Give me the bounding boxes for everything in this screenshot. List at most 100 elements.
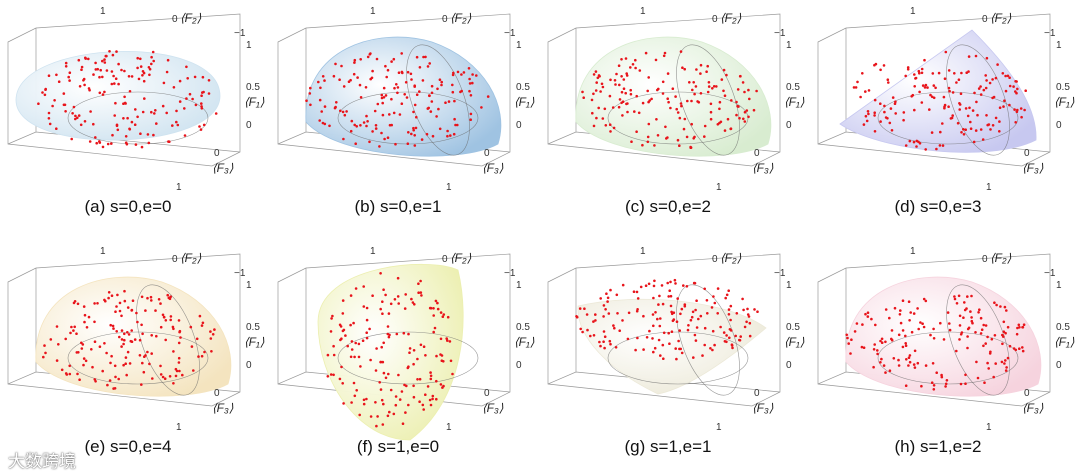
sample-point bbox=[112, 74, 115, 78]
sample-point bbox=[966, 114, 970, 118]
sample-point bbox=[375, 57, 379, 61]
sample-point bbox=[606, 300, 609, 303]
sample-point bbox=[1002, 335, 1005, 338]
sample-point bbox=[898, 313, 902, 316]
sample-point bbox=[62, 92, 66, 95]
sample-point bbox=[977, 311, 980, 314]
sample-point bbox=[958, 314, 962, 318]
sample-point bbox=[594, 89, 598, 92]
sample-point bbox=[486, 95, 490, 98]
tick-label: 1 bbox=[370, 246, 376, 257]
sample-point bbox=[400, 52, 404, 55]
sample-point bbox=[88, 140, 92, 143]
sample-point bbox=[899, 321, 903, 325]
sample-point bbox=[449, 359, 453, 363]
sample-point bbox=[80, 68, 83, 71]
sample-point bbox=[115, 123, 119, 127]
sample-point bbox=[974, 129, 978, 132]
sample-point bbox=[988, 81, 992, 85]
sample-point bbox=[674, 95, 677, 98]
sample-point bbox=[964, 107, 968, 110]
sample-point bbox=[606, 296, 610, 300]
axis-label-f1: ⟨F₁⟩ bbox=[1054, 335, 1075, 349]
sample-points bbox=[42, 289, 216, 390]
sample-point bbox=[112, 327, 115, 330]
sample-point bbox=[897, 333, 901, 337]
sample-point bbox=[424, 354, 427, 357]
sample-point bbox=[468, 77, 471, 81]
sample-point bbox=[603, 335, 607, 339]
sample-point bbox=[979, 93, 983, 96]
sample-point bbox=[161, 375, 165, 379]
sample-point bbox=[874, 323, 877, 327]
sample-point bbox=[149, 295, 153, 299]
sample-point bbox=[599, 344, 602, 348]
sample-point bbox=[746, 307, 749, 311]
sample-point bbox=[435, 354, 438, 358]
sample-point bbox=[419, 279, 422, 283]
sample-point bbox=[395, 83, 398, 86]
sample-point bbox=[904, 384, 908, 388]
sample-point bbox=[105, 69, 109, 72]
sample-point bbox=[659, 317, 662, 320]
sample-point bbox=[446, 339, 449, 342]
sample-point bbox=[658, 324, 662, 328]
sample-point bbox=[879, 361, 882, 364]
sample-point bbox=[905, 358, 908, 361]
sample-point bbox=[136, 66, 139, 70]
sample-point bbox=[703, 124, 707, 128]
sample-point bbox=[133, 338, 137, 341]
sample-point bbox=[1024, 89, 1027, 92]
sample-point bbox=[330, 317, 333, 320]
sample-point bbox=[128, 90, 132, 93]
sample-point bbox=[924, 299, 928, 303]
sample-point bbox=[169, 318, 172, 322]
sample-point bbox=[107, 296, 110, 300]
sample-point bbox=[652, 296, 655, 300]
sample-point bbox=[174, 367, 178, 371]
sample-point bbox=[117, 377, 120, 381]
sample-point bbox=[147, 66, 151, 69]
sample-point bbox=[1015, 91, 1018, 95]
rim-curve bbox=[946, 44, 1010, 156]
tick-label: 1 bbox=[716, 422, 722, 433]
sample-point bbox=[666, 72, 670, 75]
sample-point bbox=[210, 350, 213, 353]
sample-point bbox=[340, 365, 343, 369]
sample-point bbox=[753, 308, 756, 311]
sample-point bbox=[397, 71, 401, 74]
sample-point bbox=[598, 340, 601, 344]
sample-point bbox=[653, 279, 656, 283]
sample-point bbox=[1023, 108, 1026, 112]
sample-point bbox=[318, 98, 322, 102]
sample-point bbox=[975, 360, 978, 364]
sample-point bbox=[74, 114, 77, 118]
sample-point bbox=[77, 114, 81, 117]
sample-point bbox=[693, 333, 697, 337]
sample-point bbox=[913, 349, 917, 353]
sample-point bbox=[647, 282, 651, 286]
sample-point bbox=[602, 330, 606, 333]
tick-label: 0 bbox=[1024, 388, 1030, 399]
sample-point bbox=[209, 330, 212, 333]
rim-curve bbox=[136, 284, 200, 396]
sample-point bbox=[120, 329, 124, 332]
sample-point bbox=[934, 86, 937, 90]
sample-point bbox=[124, 135, 128, 138]
sample-point bbox=[94, 68, 98, 71]
sample-point bbox=[973, 91, 976, 95]
sample-point bbox=[861, 323, 864, 326]
sample-point bbox=[345, 110, 348, 113]
tick-label: 1 bbox=[100, 246, 106, 257]
sample-point bbox=[151, 377, 154, 380]
sample-point bbox=[661, 302, 665, 306]
surface bbox=[35, 276, 232, 397]
sample-point bbox=[711, 87, 714, 90]
sample-point bbox=[366, 120, 369, 123]
sample-point bbox=[965, 307, 968, 310]
sample-point bbox=[583, 307, 586, 311]
sample-point bbox=[594, 319, 597, 322]
sample-point bbox=[82, 357, 86, 360]
sample-point bbox=[168, 140, 171, 143]
sample-point bbox=[357, 355, 361, 359]
